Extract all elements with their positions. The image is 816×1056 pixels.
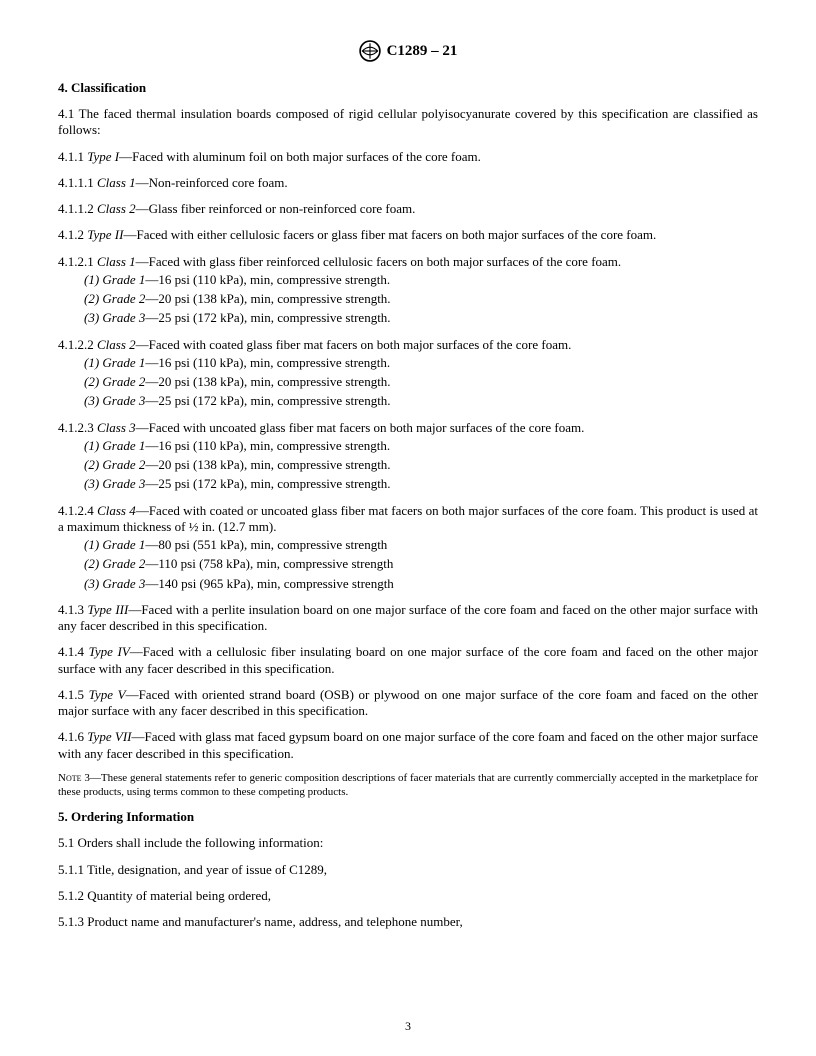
grade-item: (1) Grade 1—16 psi (110 kPa), min, compr… [58,355,758,371]
note-label: Note [58,772,82,784]
para-5-1-2: 5.1.2 Quantity of material being ordered… [58,888,758,904]
txt: —20 psi (138 kPa), min, compressive stre… [145,374,390,389]
txt: —Faced with glass fiber reinforced cellu… [136,254,622,269]
txt: —20 psi (138 kPa), min, compressive stre… [145,457,390,472]
txt: —16 psi (110 kPa), min, compressive stre… [145,272,390,287]
para-4-1-2-1: 4.1.2.1 Class 1—Faced with glass fiber r… [58,254,758,270]
grade-label: (2) Grade 2 [84,556,145,571]
txt: —Faced with coated glass fiber mat facer… [136,337,572,352]
para-4-1-6: 4.1.6 Type VII—Faced with glass mat face… [58,729,758,762]
grade-label: (2) Grade 2 [84,457,145,472]
type-label: Type IV [89,644,130,659]
txt: —80 psi (551 kPa), min, compressive stre… [145,537,387,552]
txt: —25 psi (172 kPa), min, compressive stre… [145,310,390,325]
num: 4.1.4 [58,644,89,659]
class-label: Class 2 [97,337,136,352]
page-number: 3 [0,1019,816,1034]
class-label: Class 3 [97,420,136,435]
txt: —16 psi (110 kPa), min, compressive stre… [145,438,390,453]
grade-label: (1) Grade 1 [84,355,145,370]
grade-item: (3) Grade 3—25 psi (172 kPa), min, compr… [58,476,758,492]
grade-item: (1) Grade 1—16 psi (110 kPa), min, compr… [58,272,758,288]
txt: —25 psi (172 kPa), min, compressive stre… [145,476,390,491]
class-label: Class 2 [97,201,136,216]
grade-item: (2) Grade 2—110 psi (758 kPa), min, comp… [58,556,758,572]
para-4-1-2-3: 4.1.2.3 Class 3—Faced with uncoated glas… [58,420,758,436]
num: 4.1.1.1 [58,175,97,190]
section-5-title: 5. Ordering Information [58,809,758,825]
grade-item: (2) Grade 2—20 psi (138 kPa), min, compr… [58,374,758,390]
txt: —16 psi (110 kPa), min, compressive stre… [145,355,390,370]
num: 4.1.1.2 [58,201,97,216]
para-5-1-1: 5.1.1 Title, designation, and year of is… [58,862,758,878]
grade-item: (3) Grade 3—25 psi (172 kPa), min, compr… [58,393,758,409]
num: 4.1.2.3 [58,420,97,435]
grade-label: (3) Grade 3 [84,310,145,325]
txt: —Faced with either cellulosic facers or … [123,227,656,242]
note-text: 3—These general statements refer to gene… [58,772,758,798]
num: 4.1.5 [58,687,89,702]
class-label: Class 1 [97,175,136,190]
grade-label: (3) Grade 3 [84,393,145,408]
page-header: C1289 – 21 [58,40,758,62]
grade-label: (3) Grade 3 [84,576,145,591]
para-4-1-1-1: 4.1.1.1 Class 1—Non-reinforced core foam… [58,175,758,191]
type-label: Type VII [87,729,131,744]
para-4-1-2-4: 4.1.2.4 Class 4—Faced with coated or unc… [58,503,758,536]
txt: —140 psi (965 kPa), min, compressive str… [145,576,393,591]
class-label: Class 1 [97,254,136,269]
grade-item: (2) Grade 2—20 psi (138 kPa), min, compr… [58,291,758,307]
grade-item: (3) Grade 3—25 psi (172 kPa), min, compr… [58,310,758,326]
num: 4.1.2.2 [58,337,97,352]
grade-item: (1) Grade 1—16 psi (110 kPa), min, compr… [58,438,758,454]
num: 4.1.1 [58,149,87,164]
type-label: Type III [88,602,129,617]
para-5-1-3: 5.1.3 Product name and manufacturer's na… [58,914,758,930]
grade-label: (1) Grade 1 [84,272,145,287]
para-4-1-2: 4.1.2 Type II—Faced with either cellulos… [58,227,758,243]
txt: —Non-reinforced core foam. [136,175,288,190]
note-3: Note 3—These general statements refer to… [58,772,758,800]
num: 4.1.2 [58,227,87,242]
grade-item: (1) Grade 1—80 psi (551 kPa), min, compr… [58,537,758,553]
section-4-title: 4. Classification [58,80,758,96]
txt: —Glass fiber reinforced or non-reinforce… [136,201,416,216]
grade-label: (3) Grade 3 [84,476,145,491]
grade-item: (2) Grade 2—20 psi (138 kPa), min, compr… [58,457,758,473]
para-4-1: 4.1 The faced thermal insulation boards … [58,106,758,139]
para-4-1-3: 4.1.3 Type III—Faced with a perlite insu… [58,602,758,635]
grade-label: (2) Grade 2 [84,374,145,389]
header-designation: C1289 – 21 [387,43,458,60]
para-4-1-4: 4.1.4 Type IV—Faced with a cellulosic fi… [58,644,758,677]
document-page: C1289 – 21 4. Classification 4.1 The fac… [0,0,816,1056]
para-4-1-1: 4.1.1 Type I—Faced with aluminum foil on… [58,149,758,165]
txt: —Faced with oriented strand board (OSB) … [58,687,758,718]
num: 4.1.2.4 [58,503,97,518]
txt: —25 psi (172 kPa), min, compressive stre… [145,393,390,408]
type-label: Type I [87,149,119,164]
grade-label: (1) Grade 1 [84,438,145,453]
txt: —Faced with coated or uncoated glass fib… [58,503,758,534]
txt: —Faced with a perlite insulation board o… [58,602,758,633]
num: 4.1.6 [58,729,87,744]
txt: —20 psi (138 kPa), min, compressive stre… [145,291,390,306]
num: 4.1.3 [58,602,88,617]
para-5-1: 5.1 Orders shall include the following i… [58,835,758,851]
txt: —110 psi (758 kPa), min, compressive str… [145,556,393,571]
txt: —Faced with a cellulosic fiber insulatin… [58,644,758,675]
txt: —Faced with aluminum foil on both major … [119,149,481,164]
para-4-1-2-2: 4.1.2.2 Class 2—Faced with coated glass … [58,337,758,353]
grade-item: (3) Grade 3—140 psi (965 kPa), min, comp… [58,576,758,592]
grade-label: (1) Grade 1 [84,537,145,552]
num: 4.1.2.1 [58,254,97,269]
type-label: Type II [87,227,123,242]
astm-logo-icon [359,40,381,62]
txt: —Faced with uncoated glass fiber mat fac… [136,420,585,435]
grade-label: (2) Grade 2 [84,291,145,306]
para-4-1-1-2: 4.1.1.2 Class 2—Glass fiber reinforced o… [58,201,758,217]
para-4-1-5: 4.1.5 Type V—Faced with oriented strand … [58,687,758,720]
type-label: Type V [89,687,126,702]
class-label: Class 4 [97,503,136,518]
txt: —Faced with glass mat faced gypsum board… [58,729,758,760]
